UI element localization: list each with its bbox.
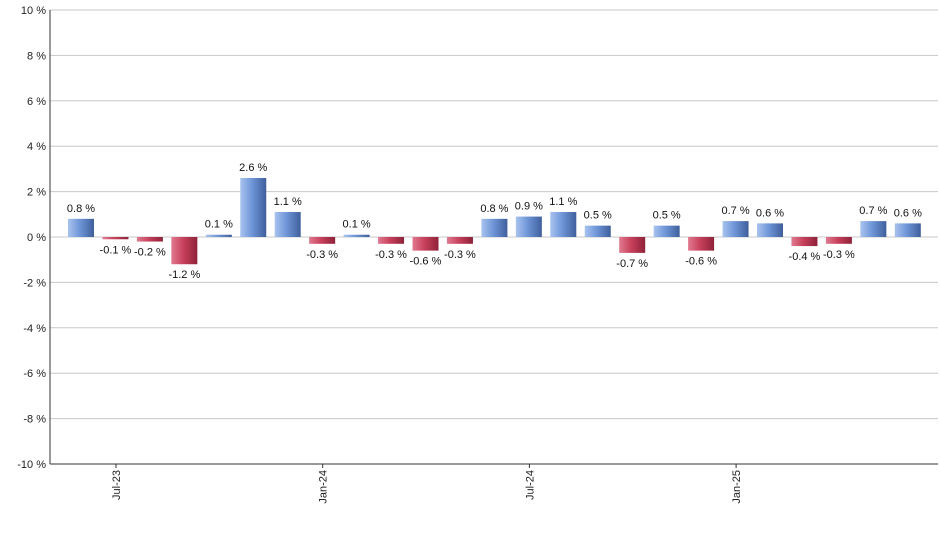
data-label: -0.6 % bbox=[685, 256, 717, 268]
bar-Jan-25 bbox=[688, 237, 715, 251]
bar-Jun-24 bbox=[446, 237, 473, 244]
data-label: -0.7 % bbox=[616, 258, 648, 270]
bar-Nov-23 bbox=[205, 234, 232, 237]
bar-Oct-23 bbox=[171, 237, 198, 265]
y-tick-label: -4 % bbox=[23, 323, 46, 335]
data-label: -0.3 % bbox=[823, 249, 855, 261]
bar-Feb-25 bbox=[722, 221, 749, 237]
y-tick-label: -10 % bbox=[17, 459, 46, 471]
y-tick-label: -8 % bbox=[23, 414, 46, 426]
bar-Aug-23 bbox=[102, 237, 129, 240]
data-label: -0.6 % bbox=[410, 256, 442, 268]
data-label: 0.9 % bbox=[515, 201, 543, 213]
bar-Jul-24 bbox=[481, 218, 508, 237]
x-tick-label: Jan-25 bbox=[731, 470, 743, 504]
x-tick-label: Jan-24 bbox=[318, 470, 330, 504]
bar-Jun-25 bbox=[860, 221, 887, 237]
data-label: -0.3 % bbox=[306, 249, 338, 261]
data-label: 0.6 % bbox=[894, 207, 922, 219]
axes bbox=[49, 10, 938, 465]
bar-Apr-24 bbox=[378, 237, 405, 244]
x-axis-tick-labels: Jul-23 Jan-24 Jul-24 Jan-25 bbox=[111, 464, 743, 504]
y-tick-label: 8 % bbox=[27, 50, 46, 62]
bar-Sep-23 bbox=[136, 237, 163, 242]
bar-May-24 bbox=[412, 237, 439, 251]
bar-Aug-24 bbox=[515, 216, 542, 237]
bar-May-25 bbox=[825, 237, 852, 244]
y-tick-label: -6 % bbox=[23, 368, 46, 380]
data-label: -0.2 % bbox=[134, 247, 166, 259]
data-label: 0.5 % bbox=[584, 210, 612, 222]
data-label: -0.3 % bbox=[444, 249, 476, 261]
bar-Apr-25 bbox=[791, 237, 818, 247]
data-label: 0.5 % bbox=[653, 210, 681, 222]
bar-Jul-25 bbox=[894, 223, 921, 237]
bar-Dec-23 bbox=[240, 177, 267, 237]
data-label: 0.8 % bbox=[480, 203, 508, 215]
x-tick-label: Jul-23 bbox=[111, 470, 123, 500]
y-tick-label: 0 % bbox=[27, 232, 46, 244]
bar-Jan-24 bbox=[274, 212, 301, 237]
data-label: 1.1 % bbox=[274, 196, 302, 208]
data-label: -1.2 % bbox=[168, 269, 200, 281]
data-label: 0.7 % bbox=[859, 205, 887, 217]
y-tick-label: 2 % bbox=[27, 187, 46, 199]
x-tick-label: Jul-24 bbox=[524, 470, 536, 500]
data-labels: 0.8 % -0.1 % -0.2 %-1.2 % 0.1 % 2.6 % 1.1 % -0… bbox=[67, 162, 922, 281]
data-label: 1.1 % bbox=[549, 196, 577, 208]
data-label: -0.1 % bbox=[100, 244, 132, 256]
bar-Dec-24 bbox=[653, 225, 680, 237]
data-label: 0.6 % bbox=[756, 207, 784, 219]
y-tick-label: 6 % bbox=[27, 96, 46, 108]
y-axis-tick-labels: 10 % 8 % 6 % 4 % 2 % 0 % -2 % -4 % -6 % -8 % -10 % bbox=[17, 5, 46, 471]
y-tick-label: 4 % bbox=[27, 141, 46, 153]
y-tick-label: 10 % bbox=[21, 5, 46, 17]
data-label: 0.8 % bbox=[67, 203, 95, 215]
bar-Sep-24 bbox=[550, 212, 577, 237]
bar-Jul-23 bbox=[68, 218, 94, 237]
bar-Feb-24 bbox=[309, 237, 336, 244]
bar-Mar-24 bbox=[343, 234, 370, 237]
data-label: 0.7 % bbox=[721, 205, 749, 217]
data-label: -0.4 % bbox=[789, 251, 821, 263]
data-label: -0.3 % bbox=[375, 249, 407, 261]
data-label: 2.6 % bbox=[239, 162, 267, 174]
y-tick-label: -2 % bbox=[23, 277, 46, 289]
data-label: 0.1 % bbox=[343, 219, 371, 231]
data-label: 0.1 % bbox=[205, 219, 233, 231]
bar-Oct-24 bbox=[584, 225, 611, 237]
bar-Mar-25 bbox=[757, 223, 783, 237]
bar-Nov-24 bbox=[619, 237, 646, 253]
bars bbox=[68, 177, 921, 265]
